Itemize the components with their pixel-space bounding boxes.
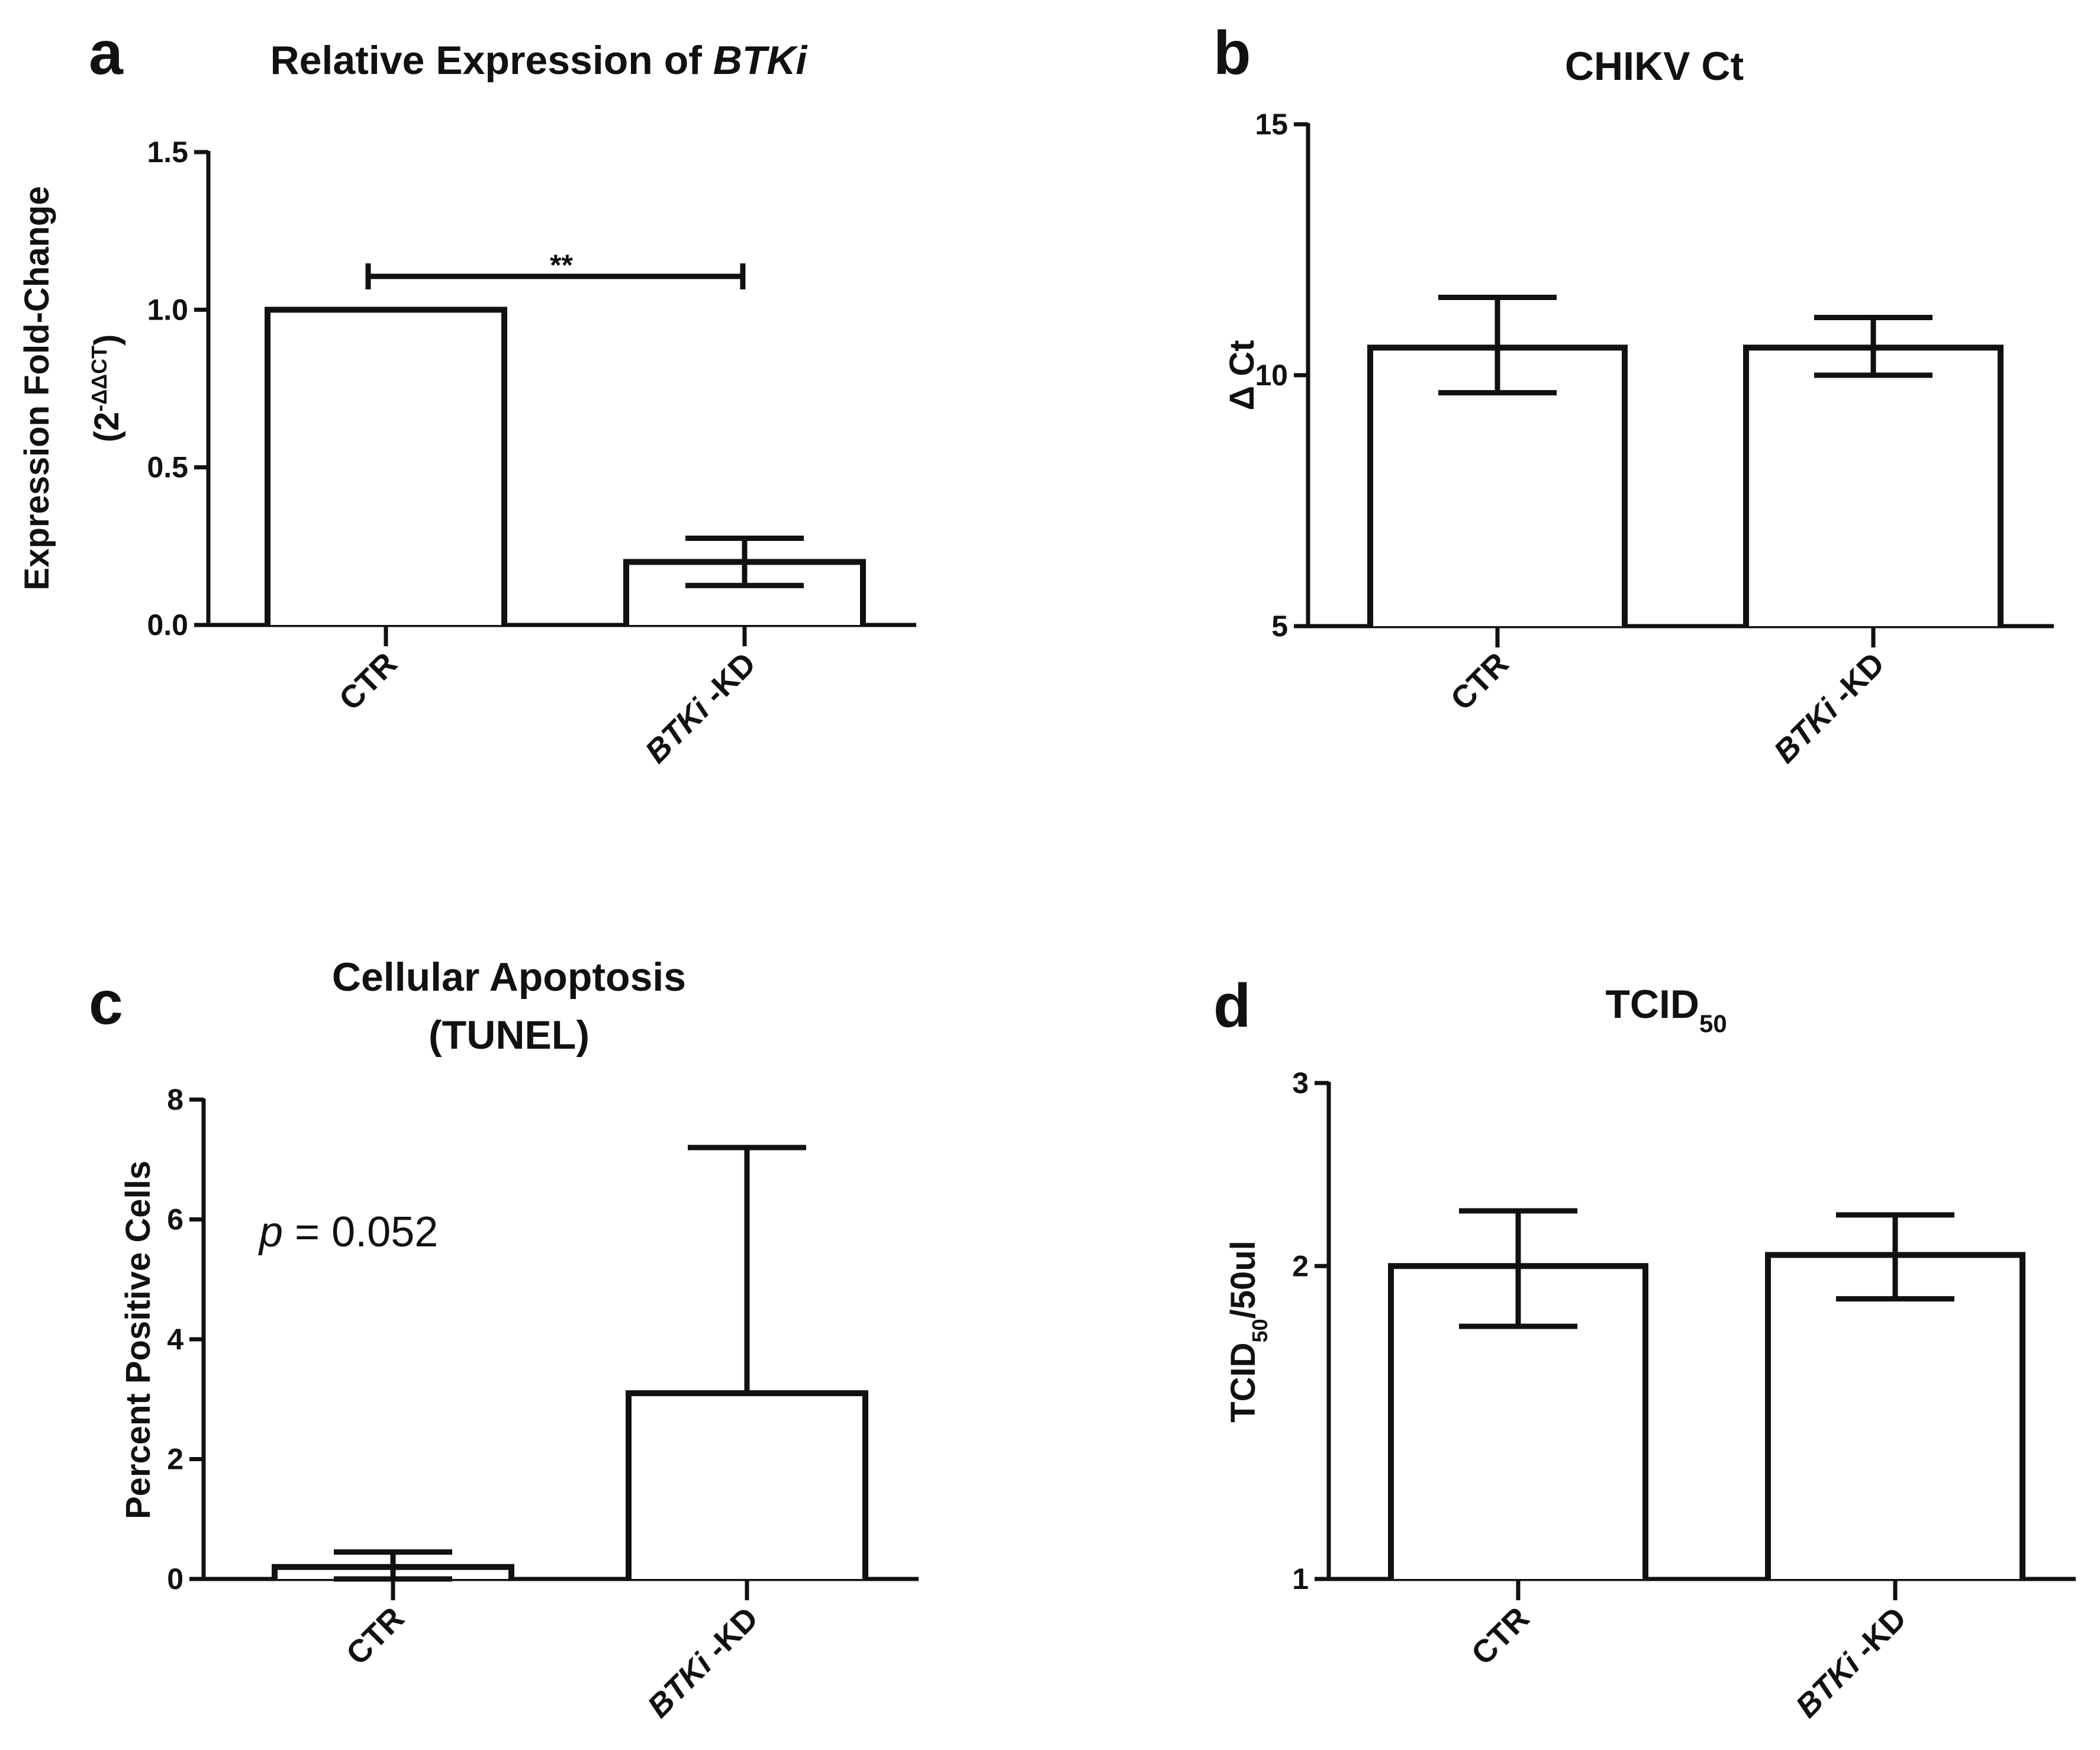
y-tick-label: 6 xyxy=(167,1203,183,1236)
y-tick-label: 1.0 xyxy=(147,293,188,326)
y-tick-label: 2 xyxy=(1292,1249,1309,1282)
panel-letter: b xyxy=(1213,19,1251,88)
y-tick-label: 0.5 xyxy=(147,451,188,484)
y-tick-label: 0 xyxy=(167,1562,183,1596)
y-tick-label: 5 xyxy=(1271,610,1288,643)
y-axis-label: Percent Positive Cells xyxy=(119,1161,157,1519)
y-axis-label: Expression Fold-Change xyxy=(18,186,56,590)
chart-title: (TUNEL) xyxy=(429,1013,590,1058)
panel-c: c Cellular Apoptosis (TUNEL) Percent Positi… xyxy=(89,955,919,1725)
bar-btki-kd xyxy=(626,1390,868,1579)
bar-btki-kd xyxy=(1765,1252,2025,1579)
y-tick-label: 4 xyxy=(167,1323,183,1356)
y-axis-label: (2-ΔΔCT) xyxy=(87,334,127,443)
y-tick-label: 1 xyxy=(1292,1562,1309,1596)
y-axis-label: Δ Ct xyxy=(1223,340,1261,410)
y-tick-label: 1.5 xyxy=(147,136,188,169)
y-tick-label: 2 xyxy=(167,1443,183,1476)
y-tick-label: 8 xyxy=(167,1083,183,1116)
chart-title: Relative Expression of BTKi xyxy=(270,38,809,83)
panel-letter: d xyxy=(1213,972,1251,1040)
y-tick-label: 0.0 xyxy=(147,608,188,642)
significance-label: ** xyxy=(550,249,573,282)
y-tick-label: 3 xyxy=(1292,1066,1309,1100)
panel-letter: c xyxy=(89,969,123,1037)
y-tick-label: 15 xyxy=(1255,108,1288,141)
y-axis-label: TCID50/50ul xyxy=(1224,1240,1272,1423)
bar-ctr xyxy=(265,307,507,625)
y-tick-label: 10 xyxy=(1255,359,1288,392)
chart-title: TCID50 xyxy=(1605,982,1727,1037)
bar-btki-kd xyxy=(1743,344,2004,626)
p-value-annotation: p = 0.052 xyxy=(258,1208,438,1256)
chart-title: Cellular Apoptosis xyxy=(332,955,686,1000)
panel-letter: a xyxy=(89,19,124,88)
chart-title: CHIKV Ct xyxy=(1565,44,1744,89)
